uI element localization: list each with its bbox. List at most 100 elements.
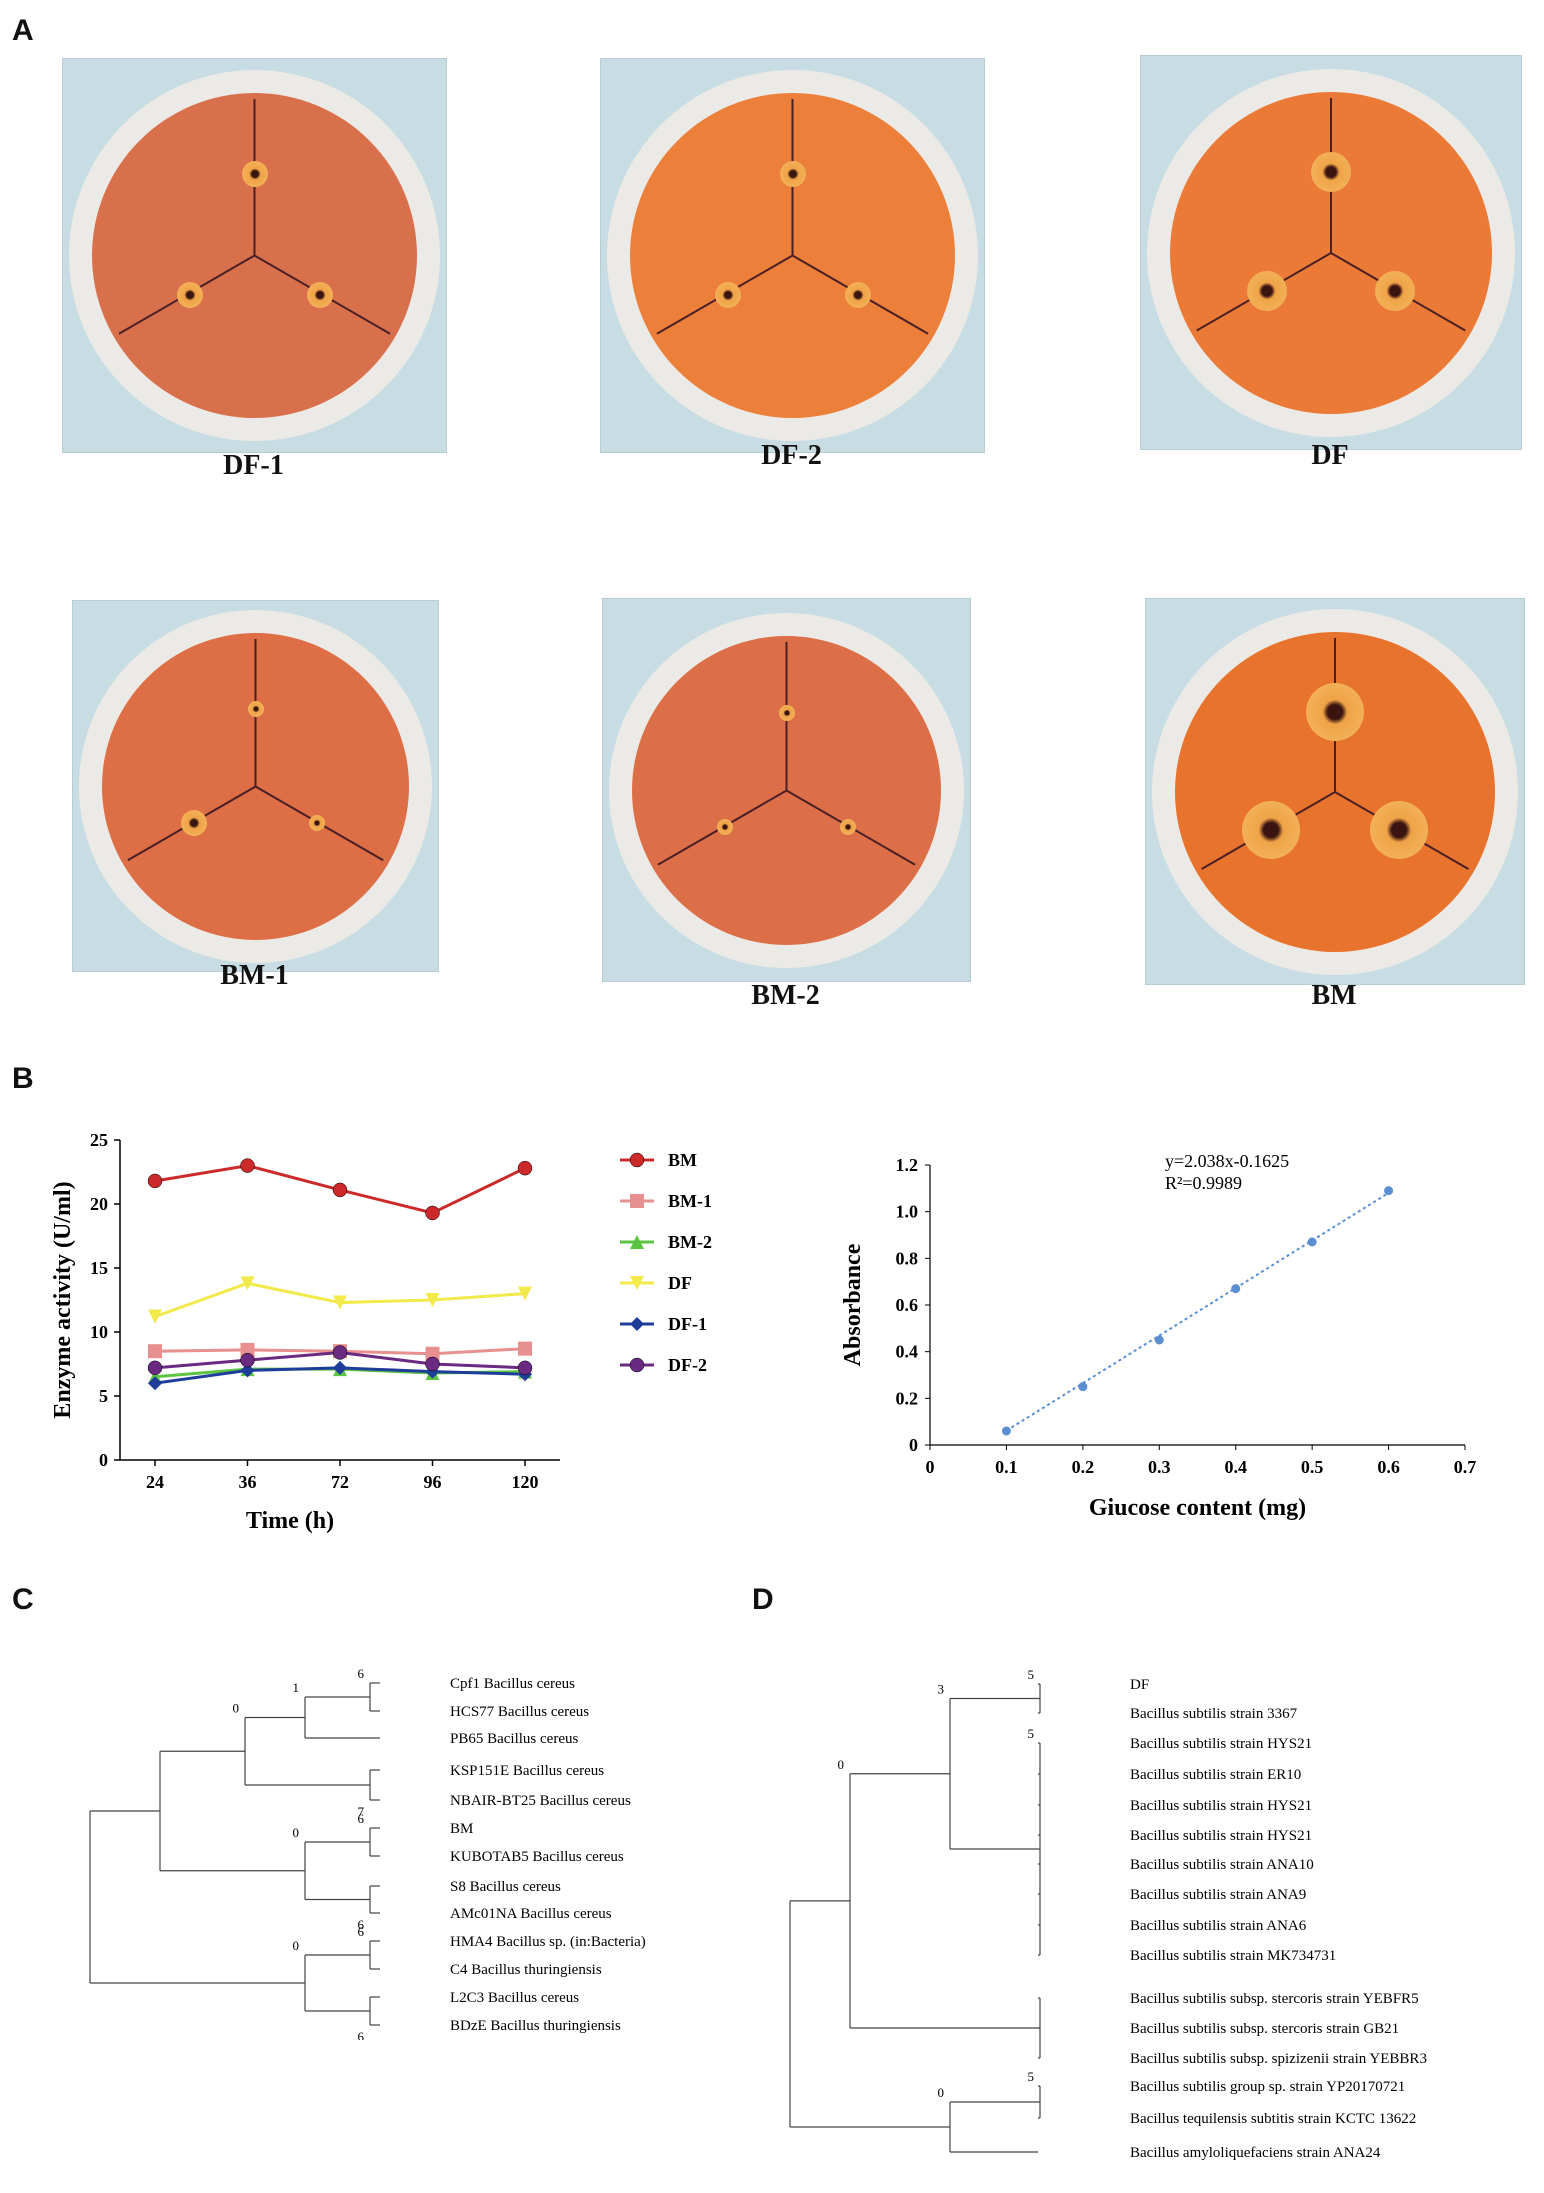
data-point bbox=[1001, 1426, 1011, 1436]
tree-leaf-label: Bacillus subtilis strain ER10 bbox=[1130, 1767, 1301, 1783]
sector-dividers bbox=[127, 638, 384, 861]
tree-leaf-label: KUBOTAB5 Bacillus cereus bbox=[450, 1849, 624, 1865]
x-tick-label: 0.6 bbox=[1377, 1457, 1400, 1477]
data-point bbox=[240, 1158, 255, 1173]
enzyme-activity-chart: 0 5 10 15 20 25 24 36 72 96 120 Time (h) Enzyme acti… bbox=[50, 1130, 712, 1534]
agar-surface bbox=[1175, 631, 1495, 952]
bootstrap-value: 7 bbox=[358, 1804, 365, 1819]
x-tick-label: 0.5 bbox=[1301, 1457, 1324, 1477]
data-point bbox=[425, 1364, 440, 1379]
y-tick-label: 0.4 bbox=[896, 1342, 919, 1362]
panel-label-c: C bbox=[12, 1583, 34, 1616]
legend-label: BM-2 bbox=[668, 1232, 712, 1252]
agar-surface bbox=[1170, 91, 1492, 414]
trendline bbox=[1005, 1192, 1390, 1432]
hydrolysis-halo bbox=[844, 281, 871, 308]
bootstrap-value: 0 bbox=[838, 1757, 845, 1772]
tree-leaf-label: Bacillus subtilis subsp. stercoris strai… bbox=[1130, 1991, 1419, 2007]
y-tick-label: 5 bbox=[99, 1386, 108, 1406]
plate-label: DF bbox=[1311, 440, 1349, 471]
bootstrap-value: 1 bbox=[293, 1680, 300, 1695]
bootstrap-value: 0 bbox=[233, 1701, 240, 1716]
tree-leaf-label: Bacillus subtilis subsp. stercoris strai… bbox=[1130, 2021, 1399, 2037]
bootstrap-value: 6 bbox=[358, 1924, 365, 1939]
y-tick-label: 1.0 bbox=[896, 1202, 919, 1222]
panel-label-d: D bbox=[752, 1583, 774, 1616]
petri-plate bbox=[72, 600, 439, 972]
hydrolysis-halo bbox=[1306, 682, 1364, 741]
data-point bbox=[240, 1363, 255, 1378]
data-point bbox=[147, 1173, 163, 1189]
x-tick-label: 72 bbox=[331, 1472, 349, 1492]
tree-leaf-label: Bacillus tequilensis subtitis strain KCT… bbox=[1130, 2111, 1416, 2127]
tree-leaf-label: Bacillus subtilis strain MK734731 bbox=[1130, 1948, 1336, 1964]
hydrolysis-halo bbox=[241, 161, 268, 188]
sector-dividers bbox=[1196, 97, 1466, 331]
data-point bbox=[425, 1346, 440, 1361]
hydrolysis-halo bbox=[1311, 152, 1351, 192]
legend-label: BM bbox=[668, 1150, 697, 1170]
tree-leaf-label: C4 Bacillus thuringiensis bbox=[450, 1962, 602, 1978]
y-tick-label: 0.2 bbox=[896, 1388, 919, 1408]
tree-leaf-label: BM bbox=[450, 1821, 473, 1837]
series-df bbox=[148, 1276, 532, 1324]
y-tick-label: 0 bbox=[99, 1450, 108, 1470]
bootstrap-value: 6 bbox=[358, 1917, 365, 1932]
tree-leaf-label: Cpf1 Bacillus cereus bbox=[450, 1676, 575, 1692]
x-tick-label: 120 bbox=[512, 1472, 539, 1492]
data-point bbox=[240, 1342, 255, 1357]
sector-dividers bbox=[656, 99, 929, 335]
y-tick-label: 20 bbox=[90, 1194, 108, 1214]
bootstrap-value: 6 bbox=[358, 2029, 365, 2040]
tree-leaf-label: Bacillus subtilis subsp. spizizenii stra… bbox=[1130, 2051, 1427, 2067]
tree-leaf-label: BDzE Bacillus thuringiensis bbox=[450, 2018, 621, 2034]
legend-label: BM-1 bbox=[668, 1191, 712, 1211]
y-tick-label: 25 bbox=[90, 1130, 108, 1150]
hydrolysis-halo bbox=[1246, 271, 1287, 312]
data-point bbox=[425, 1356, 440, 1372]
legend-label: DF bbox=[668, 1273, 692, 1293]
x-tick-label: 0.3 bbox=[1148, 1457, 1171, 1477]
hydrolysis-halo bbox=[779, 161, 806, 188]
tree-leaf-label: DF bbox=[1130, 1677, 1149, 1693]
bootstrap-value: 3 bbox=[938, 1682, 945, 1697]
panel-label-b: B bbox=[12, 1062, 34, 1095]
bootstrap-value: 5 bbox=[1028, 1667, 1035, 1682]
plate-label: BM-2 bbox=[751, 980, 820, 1011]
y-axis-label: Enzyme activity (U/ml) bbox=[50, 1181, 76, 1418]
data-point bbox=[333, 1295, 347, 1310]
agar-surface bbox=[92, 93, 417, 418]
data-point bbox=[517, 1160, 533, 1176]
tree-leaf-label: Bacillus subtilis strain HYS21 bbox=[1130, 1828, 1312, 1844]
data-point bbox=[1384, 1186, 1394, 1196]
bootstrap-value: 5 bbox=[1028, 2069, 1035, 2084]
tree-leaf-label: Bacillus subtilis strain HYS21 bbox=[1130, 1736, 1312, 1752]
data-point bbox=[425, 1293, 440, 1307]
plate-label: DF-2 bbox=[761, 440, 822, 471]
plate-label: DF-1 bbox=[223, 450, 284, 481]
data-point bbox=[1307, 1237, 1317, 1247]
data-point bbox=[240, 1276, 255, 1291]
legend-marker bbox=[630, 1317, 644, 1331]
tree-leaf-label: NBAIR-BT25 Bacillus cereus bbox=[450, 1793, 631, 1809]
tree-leaf-label: Bacillus subtilis strain 3367 bbox=[1130, 1706, 1298, 1722]
petri-plate bbox=[602, 598, 971, 982]
phylogenetic-tree-d: 5 5 3 0 5 0 DF Bacillus subtilis strain 3367 Bac… bbox=[789, 1667, 1427, 2161]
sector-dividers bbox=[118, 99, 391, 335]
petri-plate bbox=[1145, 598, 1525, 985]
x-tick-label: 0.1 bbox=[995, 1457, 1018, 1477]
data-point bbox=[1231, 1284, 1241, 1294]
x-tick-label: 0.7 bbox=[1454, 1457, 1477, 1477]
y-tick-label: 15 bbox=[90, 1258, 108, 1278]
data-point bbox=[517, 1360, 533, 1376]
tree-leaf-label: AMc01NA Bacillus cereus bbox=[450, 1906, 612, 1922]
data-point bbox=[240, 1352, 255, 1368]
x-tick-label: 96 bbox=[424, 1472, 442, 1492]
y-tick-label: 0.6 bbox=[896, 1295, 919, 1315]
series-bm bbox=[147, 1158, 533, 1221]
agar-surface bbox=[632, 635, 941, 945]
hydrolysis-halo bbox=[714, 281, 741, 308]
bootstrap-value: 6 bbox=[358, 1811, 365, 1826]
x-tick-label: 0 bbox=[926, 1457, 935, 1477]
hydrolysis-halo bbox=[308, 814, 325, 831]
